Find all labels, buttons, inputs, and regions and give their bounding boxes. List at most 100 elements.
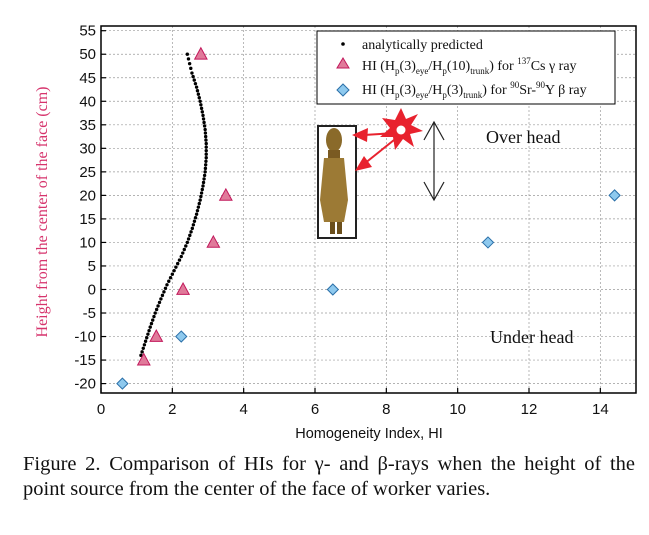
predicted-point xyxy=(157,300,162,305)
predicted-point xyxy=(159,297,163,301)
legend-label-predicted: analytically predicted xyxy=(362,38,483,53)
y-tick-label: 5 xyxy=(88,258,96,275)
predicted-point xyxy=(163,286,168,291)
predicted-point xyxy=(199,106,204,111)
x-tick-label: 2 xyxy=(168,401,176,418)
predicted-point xyxy=(202,120,206,125)
legend: analytically predicted HI (Hp(3)eye/Hp(1… xyxy=(316,30,616,105)
legend-label-cs137: HI (Hp(3)eye/Hp(10)trunk) for 137Cs γ ra… xyxy=(362,56,577,76)
predicted-point xyxy=(149,321,154,326)
y-tick-label: 25 xyxy=(79,164,96,181)
over-head-annotation: Over head xyxy=(486,127,560,147)
cs137-point xyxy=(136,352,151,366)
x-tick-label: 8 xyxy=(382,401,390,418)
height-arrow-icon xyxy=(423,120,445,202)
y-tick-label: 30 xyxy=(79,140,96,157)
predicted-point xyxy=(201,184,205,188)
predicted-point xyxy=(203,127,207,132)
predicted-point xyxy=(204,148,208,153)
predicted-point xyxy=(203,134,208,139)
y-tick-label: 50 xyxy=(79,46,96,63)
predicted-point xyxy=(140,350,144,354)
predicted-point xyxy=(192,219,197,223)
sr90-point xyxy=(116,377,129,390)
predicted-point xyxy=(160,293,165,298)
x-tick-label: 14 xyxy=(592,401,609,418)
predicted-point xyxy=(190,226,195,231)
predicted-point xyxy=(197,201,201,206)
cs137-point xyxy=(193,46,208,60)
predicted-point xyxy=(152,314,156,319)
figure-caption: Figure 2. Comparison of HIs for γ- and β… xyxy=(23,453,635,500)
predicted-point xyxy=(199,194,203,199)
predicted-point xyxy=(204,141,208,146)
axis-ticks: 0 2 4 6 8 10 12 14 -20 -15 -10 -5 0 5 10 15 20 25 30 35 40 45… xyxy=(74,23,608,418)
chart: 0 2 4 6 8 10 12 14 -20 -15 -10 -5 0 5 10 15 20 25 30 35 40 45… xyxy=(34,23,637,442)
predicted-point xyxy=(203,163,208,167)
predicted-point xyxy=(194,85,199,89)
predicted-point xyxy=(184,244,188,248)
under-head-annotation: Under head xyxy=(490,327,573,347)
sr90-point xyxy=(326,283,340,296)
cs137-point xyxy=(206,234,221,248)
x-tick-label: 6 xyxy=(311,401,319,418)
predicted-point xyxy=(192,78,196,82)
predicted-point xyxy=(204,145,208,149)
x-tick-label: 4 xyxy=(239,401,247,418)
y-tick-label: 10 xyxy=(79,234,96,251)
predicted-point xyxy=(198,198,202,202)
predicted-point xyxy=(142,343,147,347)
y-tick-label: 15 xyxy=(79,211,96,228)
predicted-point xyxy=(165,283,169,287)
predicted-point xyxy=(153,311,157,315)
source-star-icon xyxy=(380,108,423,150)
y-tick-label: 20 xyxy=(79,187,96,204)
predicted-point xyxy=(194,212,199,216)
predicted-point xyxy=(202,177,206,181)
legend-diamond-marker xyxy=(336,83,350,97)
y-tick-label: -10 xyxy=(74,329,96,346)
predicted-point xyxy=(201,180,206,185)
cs137-point xyxy=(218,187,233,201)
legend-dot-marker xyxy=(341,42,345,46)
predicted-point xyxy=(186,237,191,241)
sr90-point xyxy=(608,189,621,202)
cs137-point xyxy=(176,281,191,295)
predicted-point xyxy=(204,159,208,163)
source-rays xyxy=(352,128,397,171)
y-tick-label: 40 xyxy=(79,93,96,110)
predicted-point xyxy=(204,152,208,156)
x-tick-label: 0 xyxy=(97,401,105,418)
predicted-point xyxy=(202,173,207,178)
y-tick-label: 55 xyxy=(79,23,96,40)
predicted-point xyxy=(185,52,190,56)
predicted-point xyxy=(146,332,150,336)
predicted-point xyxy=(175,261,180,266)
predicted-point xyxy=(147,328,151,333)
predicted-point xyxy=(168,276,173,280)
y-tick-label: 45 xyxy=(79,70,96,87)
predicted-point xyxy=(188,233,192,238)
plot-frame xyxy=(100,25,637,394)
x-axis-label: Homogeneity Index, HI xyxy=(295,426,443,442)
y-tick-label: 0 xyxy=(88,281,96,298)
predicted-point xyxy=(203,131,208,135)
predicted-point xyxy=(195,88,200,93)
predicted-point xyxy=(174,265,178,269)
predicted-point xyxy=(143,339,148,343)
predicted-point xyxy=(191,223,196,227)
predicted-point xyxy=(190,71,194,75)
predicted-point xyxy=(200,187,204,192)
predicted-point xyxy=(193,81,198,86)
predicted-point xyxy=(181,251,185,255)
predicted-point xyxy=(197,96,201,100)
predicted-point xyxy=(202,124,207,128)
predicted-point xyxy=(185,240,190,245)
predicted-point xyxy=(189,230,193,234)
predicted-point xyxy=(170,272,175,276)
predicted-point xyxy=(201,117,206,121)
predicted-point xyxy=(199,191,204,195)
predicted-point xyxy=(156,304,160,308)
y-tick-label: -20 xyxy=(74,376,96,393)
predicted-point xyxy=(182,247,186,252)
